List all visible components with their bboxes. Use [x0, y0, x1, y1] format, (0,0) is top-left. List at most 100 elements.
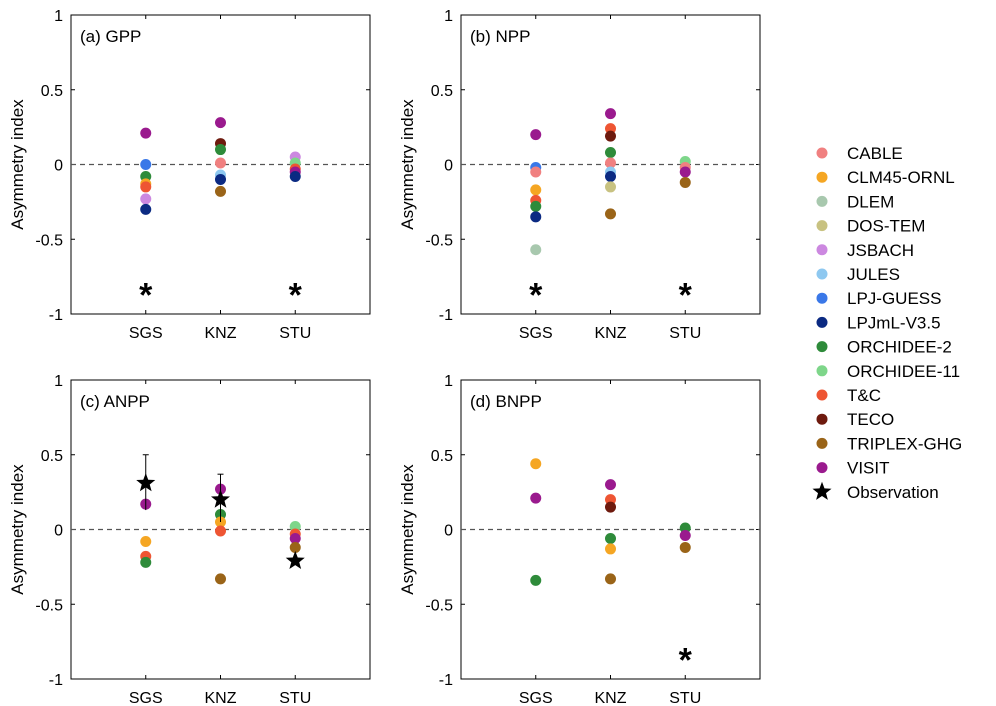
legend-label: T&C	[847, 386, 881, 405]
y-tick-label: 0.5	[431, 83, 453, 100]
data-point	[530, 492, 542, 504]
legend-label: ORCHIDEE-11	[847, 362, 960, 381]
legend-label: CLM45-ORNL	[847, 168, 955, 187]
y-tick-label: -1	[439, 307, 453, 324]
legend-marker	[816, 462, 828, 474]
y-tick-label: 0	[54, 523, 63, 540]
x-tick-label: STU	[669, 325, 701, 342]
x-tick-label: SGS	[129, 325, 163, 342]
data-point	[215, 185, 226, 197]
legend-marker	[816, 437, 828, 449]
legend-label: VISIT	[847, 459, 890, 478]
panel-title: (a) GPP	[80, 27, 141, 46]
legend-marker	[816, 244, 828, 256]
legend-label: LPJmL-V3.5	[847, 313, 941, 332]
data-point	[215, 157, 226, 169]
x-tick-label: STU	[279, 690, 311, 706]
x-tick-label: STU	[669, 690, 701, 706]
data-point	[679, 166, 691, 178]
data-point	[679, 541, 691, 553]
y-tick-label: 0.5	[41, 448, 63, 465]
x-tick-label: STU	[279, 325, 311, 342]
data-point	[140, 203, 152, 215]
legend-label: TRIPLEX-GHG	[847, 434, 962, 453]
data-point	[605, 108, 616, 120]
data-point	[530, 184, 542, 196]
observation-marker	[136, 473, 156, 492]
y-tick-label: -1	[439, 672, 453, 689]
x-tick-label: SGS	[519, 325, 553, 342]
legend-label: CABLE	[847, 144, 903, 163]
chart-panel-1: -1 -0.5 0 0.5 1 SGS KNZ STU Asymmetry index (a) G…	[8, 8, 371, 342]
data-point	[605, 181, 616, 193]
y-tick-label: -0.5	[425, 232, 453, 249]
x-tick-label: KNZ	[595, 690, 627, 706]
data-point	[140, 535, 152, 547]
data-point	[140, 127, 152, 139]
data-point	[289, 532, 301, 544]
y-tick-label: 0	[444, 158, 453, 175]
legend-marker	[816, 195, 828, 207]
y-tick-label: -0.5	[35, 597, 63, 614]
legend-marker	[816, 268, 828, 280]
legend-label: LPJ-GUESS	[847, 289, 941, 308]
data-point	[605, 208, 616, 220]
y-axis-label: Asymmetry index	[398, 464, 417, 595]
data-point	[605, 573, 616, 585]
legend-label: DOS-TEM	[847, 217, 925, 236]
y-tick-label: 1	[444, 373, 453, 390]
legend-marker	[816, 413, 828, 425]
x-tick-label: SGS	[519, 690, 553, 706]
data-point	[140, 556, 152, 568]
y-tick-label: 1	[54, 373, 63, 390]
legend-marker	[816, 389, 828, 401]
data-point	[530, 458, 542, 470]
data-point	[289, 541, 301, 553]
data-point	[215, 144, 226, 156]
data-point	[605, 147, 616, 159]
legend-marker	[816, 316, 828, 328]
observation-marker	[210, 489, 231, 508]
data-point	[605, 479, 616, 491]
y-tick-label: 0.5	[431, 448, 453, 465]
data-point	[605, 501, 616, 513]
y-tick-label: -1	[49, 672, 63, 689]
x-tick-label: KNZ	[205, 325, 237, 342]
y-tick-label: -0.5	[425, 597, 453, 614]
panel-title: (c) ANPP	[80, 392, 150, 411]
data-point	[215, 117, 226, 129]
legend-observation-marker	[812, 481, 832, 500]
legend-marker	[816, 292, 828, 304]
chart-panel-2: -1 -0.5 0 0.5 1 SGS KNZ STU Asymmetry index (b) N…	[398, 8, 761, 342]
legend-marker	[816, 147, 828, 159]
x-tick-label: SGS	[129, 690, 163, 706]
data-point	[530, 200, 542, 212]
data-point	[215, 173, 226, 185]
data-point	[215, 525, 226, 537]
data-point	[530, 244, 542, 256]
significance-asterisk: *	[529, 277, 543, 315]
legend-label: ORCHIDEE-2	[847, 338, 952, 357]
chart-panel-4: -1 -0.5 0 0.5 1 SGS KNZ STU Asymmetry index (d) B…	[398, 373, 761, 706]
y-tick-label: 0	[54, 158, 63, 175]
observation-marker	[285, 550, 305, 569]
legend-label: TECO	[847, 410, 894, 429]
data-point	[679, 176, 691, 188]
significance-asterisk: *	[139, 277, 153, 315]
significance-asterisk: *	[679, 277, 693, 315]
significance-asterisk: *	[679, 642, 693, 680]
y-axis-label: Asymmetry index	[8, 99, 27, 230]
data-point	[215, 573, 226, 585]
data-point	[605, 543, 616, 555]
data-point	[605, 157, 616, 169]
legend-marker	[816, 171, 828, 183]
data-point	[530, 574, 542, 586]
data-point	[605, 532, 616, 544]
panel-title: (b) NPP	[470, 27, 530, 46]
data-point	[289, 170, 301, 182]
y-axis-label: Asymmetry index	[398, 99, 417, 230]
data-point	[679, 529, 691, 541]
data-point	[605, 130, 616, 142]
y-axis-label: Asymmetry index	[8, 464, 27, 595]
